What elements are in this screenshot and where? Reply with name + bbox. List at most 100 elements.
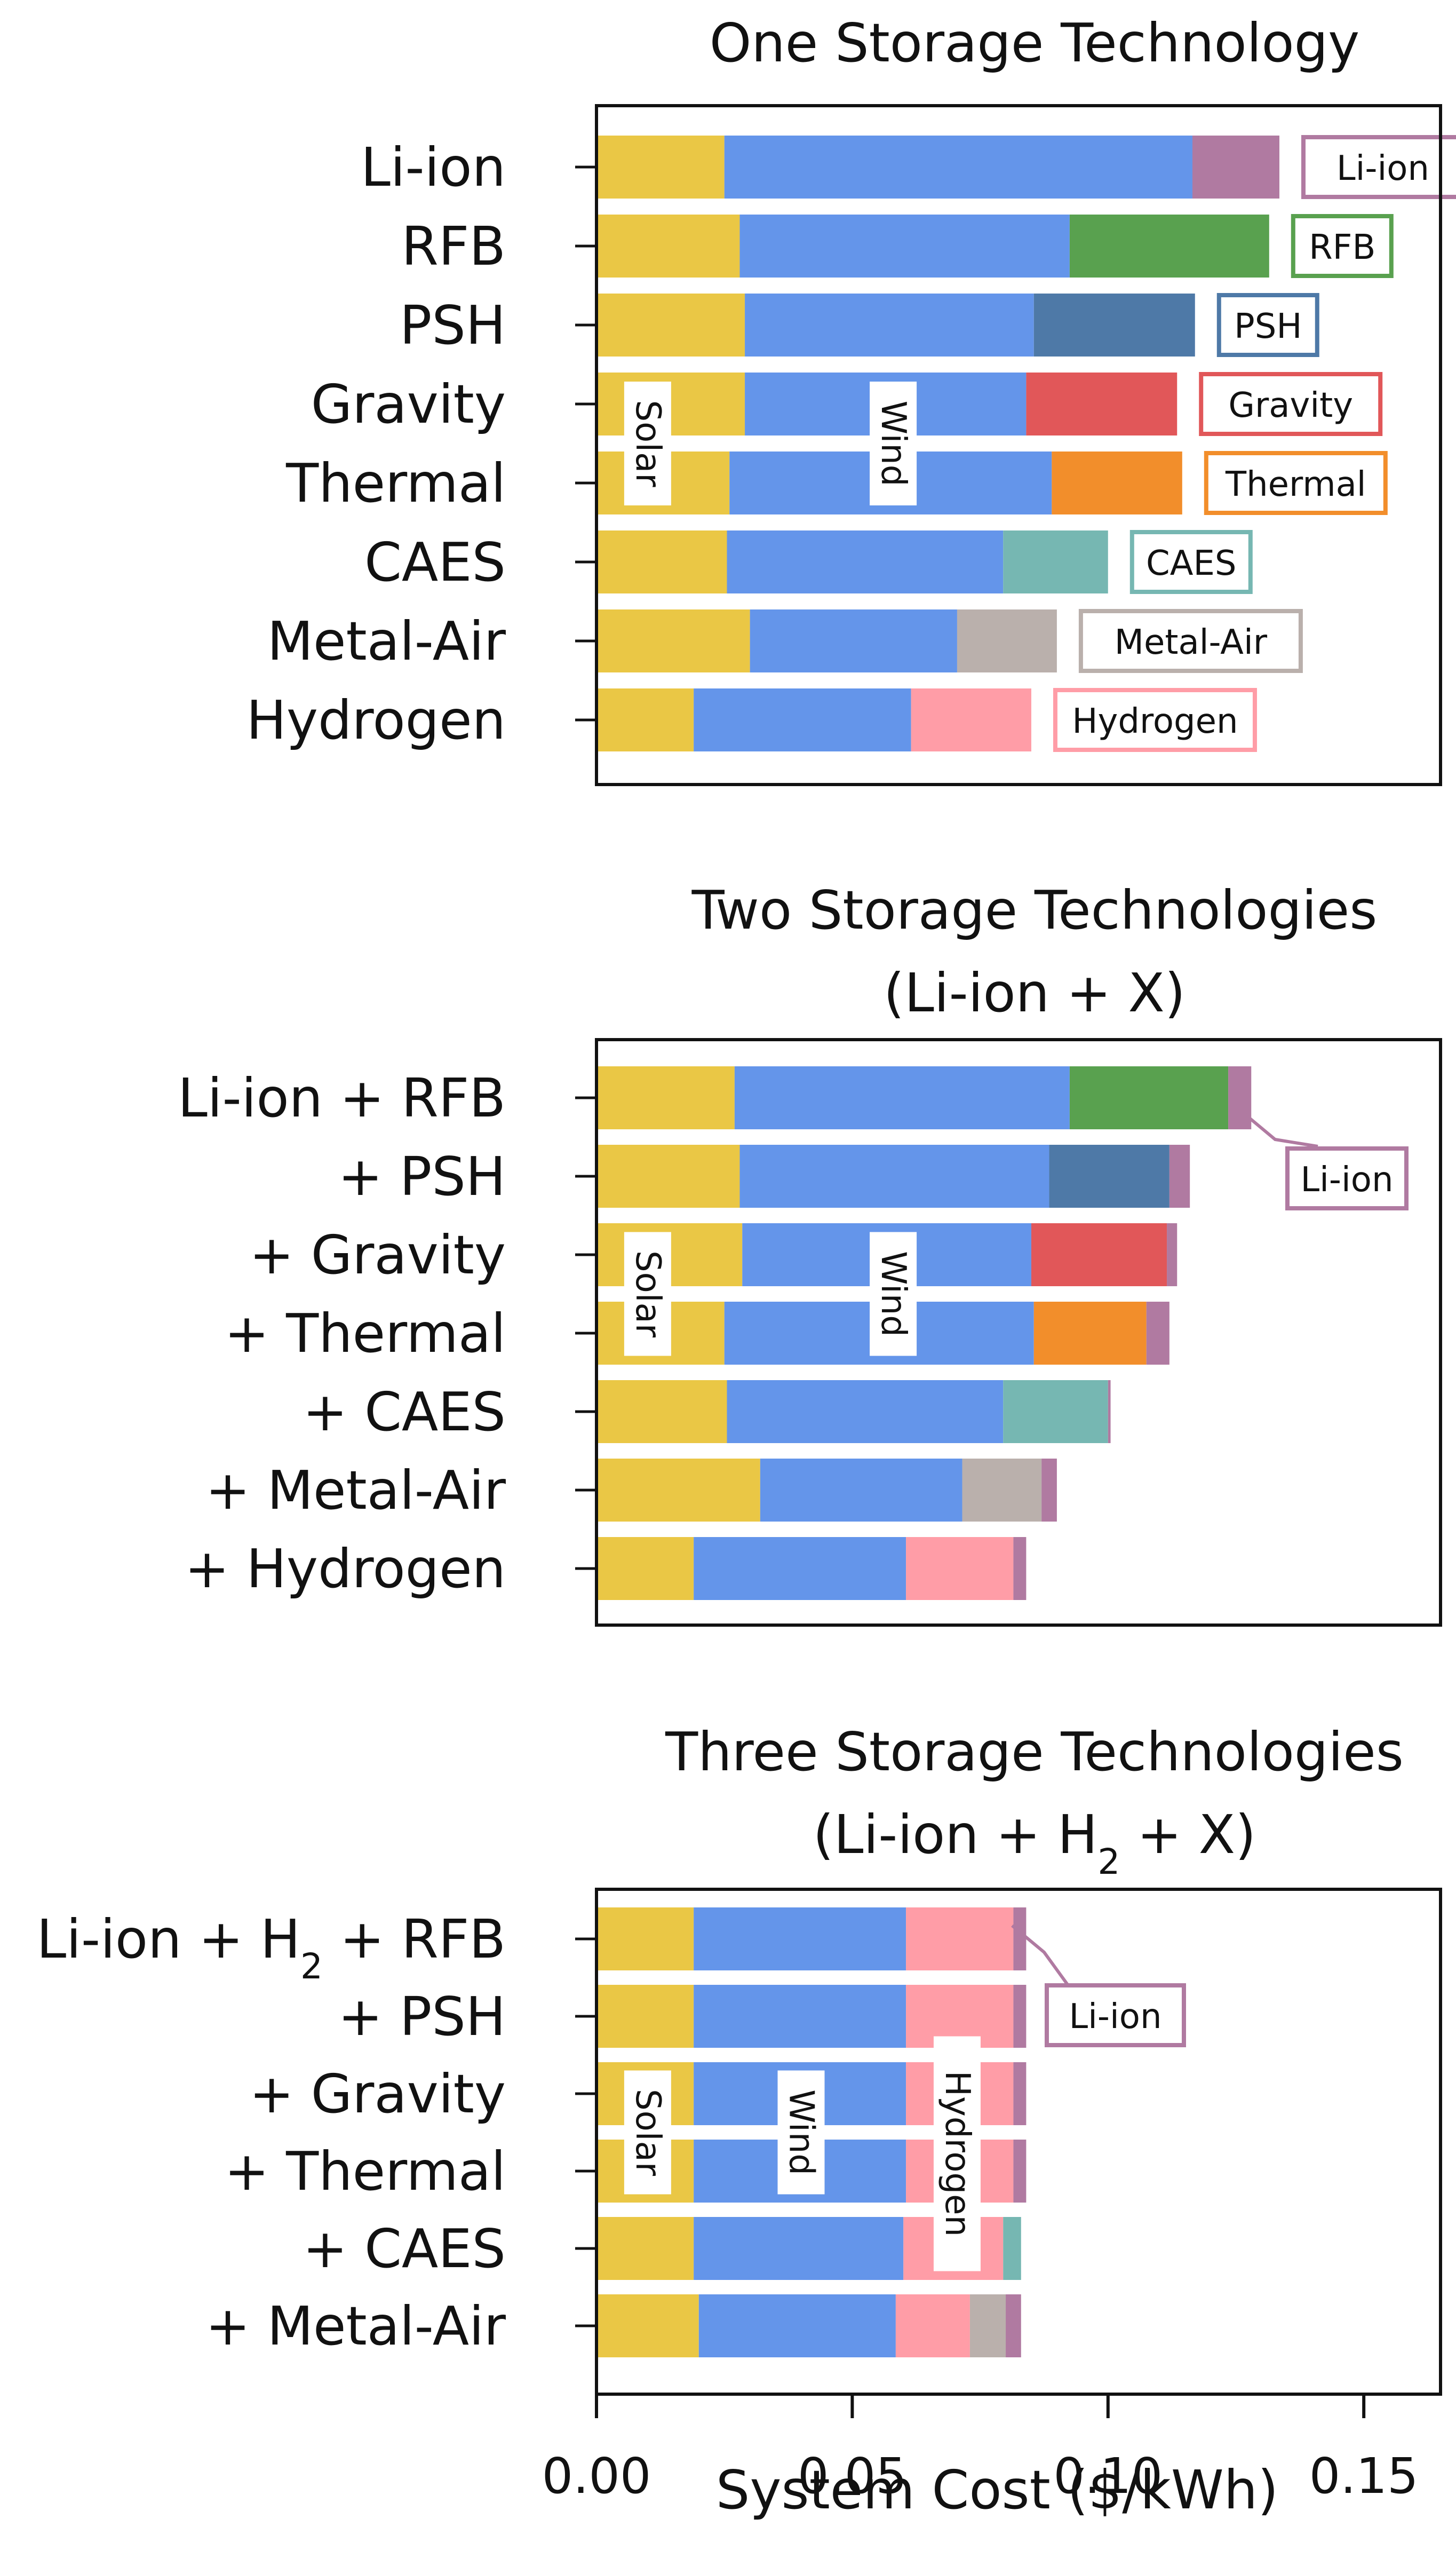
panel-3-label-psh: + PSH bbox=[338, 1985, 506, 2048]
panel-2-label-hydrogen: + Hydrogen bbox=[185, 1538, 506, 1600]
panel-2-bar-li-ion-rfb-solar bbox=[596, 1066, 735, 1129]
panel-3-bar-thermal-li-ion bbox=[1013, 2140, 1027, 2203]
panel-1-label-thermal: Thermal bbox=[285, 452, 506, 514]
panel-1-inbar-solar: Solar bbox=[628, 400, 667, 487]
panel-3-inbar-bg-solar bbox=[624, 2070, 671, 2195]
panel-1-bar-metal-air-solar bbox=[596, 609, 750, 672]
panel-1-tag-hydrogen: Hydrogen bbox=[1072, 702, 1238, 741]
panel-3-title: Three Storage Technologies bbox=[665, 1721, 1404, 1783]
x-tick-label: 0.00 bbox=[542, 2448, 651, 2505]
panel-1-tag-li-ion: Li-ion bbox=[1336, 149, 1429, 188]
panel-1-bar-li-ion-wind bbox=[724, 136, 1192, 199]
panel-1-bar-caes-wind bbox=[727, 530, 1004, 593]
panel-2-bar-hydrogen-hydrogen bbox=[906, 1537, 1014, 1600]
panel-1-bar-rfb-solar bbox=[596, 215, 740, 278]
panel-1-label-caes: CAES bbox=[364, 531, 506, 593]
panel-3-bar-metal-air-hydrogen bbox=[895, 2294, 970, 2357]
panel-2-inbar-wind: Wind bbox=[873, 1251, 913, 1337]
panel-2-callout-text: Li-ion bbox=[1300, 1160, 1393, 1200]
panel-1-inbar-bg-solar bbox=[624, 382, 671, 505]
panel-1-tag-box-metal-air bbox=[1078, 609, 1303, 673]
panel-3-bar-li-ion-h2-rfb-wind bbox=[694, 1907, 906, 1970]
panel-2-label-caes: + CAES bbox=[303, 1381, 506, 1443]
panel-1-tag-box-caes bbox=[1129, 530, 1253, 594]
panel-2-bar-psh-psh bbox=[1049, 1145, 1169, 1208]
panel-3-label-thermal: + Thermal bbox=[225, 2140, 506, 2203]
panel-3-callout-box bbox=[1045, 1983, 1186, 2047]
panel-2-bar-psh-solar bbox=[596, 1145, 740, 1208]
panel-2-bar-thermal-li-ion bbox=[1146, 1302, 1169, 1365]
panel-1-bar-gravity-gravity bbox=[1026, 373, 1177, 435]
panel-1-label-metal-air: Metal-Air bbox=[267, 610, 506, 672]
panel-1-tag-metal-air: Metal-Air bbox=[1115, 623, 1268, 662]
panel-2-bar-caes-wind bbox=[727, 1380, 1004, 1443]
panel-1-label-psh: PSH bbox=[400, 294, 506, 357]
panel-3-frame bbox=[595, 1888, 1442, 2396]
panel-1-inbar-wind: Wind bbox=[873, 401, 913, 487]
panel-3-bar-metal-air-wind bbox=[698, 2294, 896, 2357]
panel-2-label-li-ion-rfb: Li-ion + RFB bbox=[178, 1067, 506, 1129]
panel-1-bar-psh-solar bbox=[596, 294, 745, 357]
panel-1-tag-box-li-ion bbox=[1301, 135, 1456, 199]
panel-3-bar-metal-air-solar bbox=[596, 2294, 699, 2357]
panel-1-tag-rfb: RFB bbox=[1309, 228, 1375, 267]
panel-2-bar-psh-li-ion bbox=[1169, 1145, 1190, 1208]
panel-3-inbar-bg-wind bbox=[777, 2070, 825, 2195]
panel-3-label-caes: + CAES bbox=[303, 2218, 506, 2280]
panel-3-bar-caes-solar bbox=[596, 2217, 694, 2280]
panel-1-tag-box-thermal bbox=[1204, 451, 1388, 515]
panel-2-bar-li-ion-rfb-rfb bbox=[1069, 1066, 1229, 1129]
x-tick-label: 0.10 bbox=[1053, 2448, 1163, 2505]
panel-1-label-li-ion: Li-ion bbox=[361, 136, 506, 199]
panel-3-bar-li-ion-h2-rfb-hydrogen bbox=[906, 1907, 1014, 1970]
panel-3-callout-line bbox=[1011, 1924, 1070, 1986]
panel-2-bar-thermal-thermal bbox=[1033, 1302, 1147, 1365]
panel-3-inbar-solar: Solar bbox=[628, 2089, 667, 2176]
panel-1-frame bbox=[595, 104, 1442, 786]
panel-1-bar-metal-air-metal-air bbox=[957, 609, 1057, 672]
x-tick-label: 0.05 bbox=[798, 2448, 907, 2505]
panel-1-bar-thermal-thermal bbox=[1052, 452, 1182, 514]
panel-2-bar-gravity-li-ion bbox=[1167, 1223, 1177, 1286]
panel-1-tag-box-hydrogen bbox=[1053, 688, 1257, 752]
x-tick-label: 0.15 bbox=[1309, 2448, 1419, 2505]
panel-1-bar-hydrogen-solar bbox=[596, 688, 694, 751]
panel-3-inbar-wind: Wind bbox=[782, 2089, 821, 2175]
panel-2-bar-hydrogen-li-ion bbox=[1013, 1537, 1027, 1600]
panel-2-inbar-bg-wind bbox=[870, 1232, 917, 1356]
panel-1-bar-li-ion-solar bbox=[596, 136, 725, 199]
panel-3-inbar-bg-hydrogen bbox=[933, 2036, 981, 2271]
panel-3-inbar-hydrogen: Hydrogen bbox=[937, 2071, 977, 2237]
x-axis-title: System Cost ($/kWh) bbox=[716, 2459, 1278, 2521]
panel-1-tag-box-rfb bbox=[1291, 214, 1394, 278]
panel-2-label-psh: + PSH bbox=[338, 1145, 506, 1208]
panel-2-bar-caes-solar bbox=[596, 1380, 727, 1443]
panel-3-callout-text: Li-ion bbox=[1069, 1997, 1161, 2037]
panel-1-bar-metal-air-wind bbox=[750, 609, 957, 672]
panel-2-bar-gravity-gravity bbox=[1031, 1223, 1167, 1286]
panel-2-inbar-solar: Solar bbox=[628, 1250, 667, 1338]
panel-3-label-gravity: + Gravity bbox=[249, 2063, 506, 2125]
panel-1-bar-psh-psh bbox=[1033, 294, 1195, 357]
panel-1-bar-li-ion-li-ion bbox=[1192, 136, 1279, 199]
panel-1-label-hydrogen: Hydrogen bbox=[246, 689, 506, 751]
panel-3-bar-psh-li-ion bbox=[1013, 1985, 1027, 2048]
panel-2-subtitle: (Li-ion + X) bbox=[884, 962, 1186, 1024]
panel-1-bar-hydrogen-wind bbox=[694, 688, 911, 751]
panel-1-label-gravity: Gravity bbox=[311, 373, 506, 435]
panel-2-bar-li-ion-rfb-wind bbox=[734, 1066, 1070, 1129]
panel-2-label-thermal: + Thermal bbox=[225, 1302, 506, 1365]
panel-2-label-gravity: + Gravity bbox=[249, 1224, 506, 1286]
panel-2-callout-box bbox=[1285, 1146, 1409, 1210]
panel-2-bar-psh-wind bbox=[739, 1145, 1049, 1208]
panel-1-bar-hydrogen-hydrogen bbox=[911, 688, 1031, 751]
panel-1-tag-gravity: Gravity bbox=[1228, 386, 1353, 425]
panel-3-bar-caes-caes bbox=[1003, 2217, 1021, 2280]
panel-3-bar-metal-air-li-ion bbox=[1006, 2294, 1021, 2357]
panel-1-label-rfb: RFB bbox=[401, 215, 506, 278]
panel-1-bar-caes-solar bbox=[596, 530, 727, 593]
panel-3-bar-metal-air-metal-air bbox=[969, 2294, 1006, 2357]
panel-2-bar-metal-air-metal-air bbox=[962, 1459, 1042, 1522]
panel-1-title: One Storage Technology bbox=[710, 12, 1360, 74]
